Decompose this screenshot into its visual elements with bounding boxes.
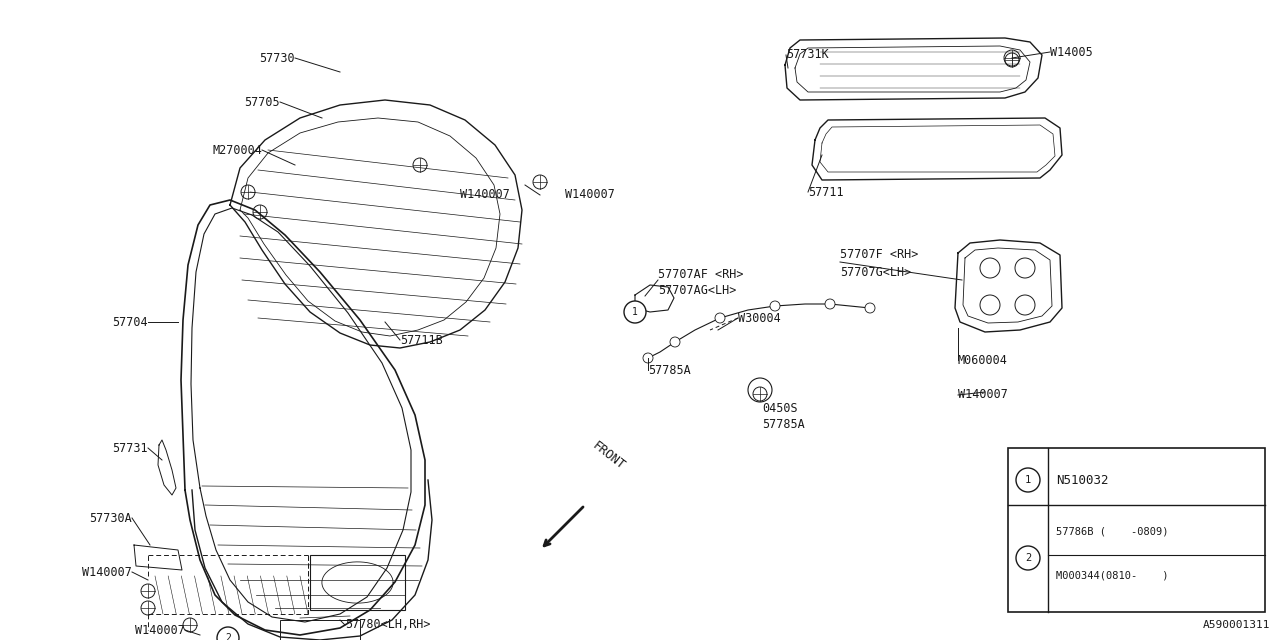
Text: W140007: W140007	[136, 623, 186, 637]
Text: 57785A: 57785A	[648, 364, 691, 376]
Text: 0450S: 0450S	[762, 401, 797, 415]
Text: 2: 2	[225, 633, 230, 640]
Circle shape	[625, 301, 646, 323]
Text: FRONT: FRONT	[590, 438, 627, 472]
Text: M060004: M060004	[957, 353, 1007, 367]
Circle shape	[1016, 468, 1039, 492]
Text: 57731K: 57731K	[786, 49, 828, 61]
Circle shape	[669, 337, 680, 347]
Text: 57707F <RH>: 57707F <RH>	[840, 248, 918, 262]
Circle shape	[865, 303, 876, 313]
Text: 57707AG<LH>: 57707AG<LH>	[658, 285, 736, 298]
Circle shape	[716, 313, 724, 323]
Text: W30004: W30004	[739, 312, 781, 324]
Text: 57786B (    -0809): 57786B ( -0809)	[1056, 527, 1169, 537]
Text: A590001311: A590001311	[1202, 620, 1270, 630]
Text: W14005: W14005	[1050, 45, 1093, 58]
Text: 57785A: 57785A	[762, 419, 805, 431]
Text: 57707G<LH>: 57707G<LH>	[840, 266, 911, 278]
Text: 57711: 57711	[808, 186, 844, 198]
Text: 57780<LH,RH>: 57780<LH,RH>	[346, 618, 430, 632]
Text: 1: 1	[1025, 475, 1032, 485]
Text: 57730: 57730	[260, 51, 294, 65]
Bar	[310, 555, 404, 610]
Circle shape	[1016, 546, 1039, 570]
Text: 57711B: 57711B	[399, 333, 443, 346]
Text: 57704: 57704	[113, 316, 148, 328]
Text: 57705: 57705	[244, 95, 280, 109]
Text: N510032: N510032	[1056, 474, 1108, 486]
Circle shape	[643, 353, 653, 363]
Bar	[1009, 448, 1265, 612]
Text: 57730A: 57730A	[90, 511, 132, 525]
Text: 57707AF <RH>: 57707AF <RH>	[658, 268, 744, 280]
Text: M000344(0810-    ): M000344(0810- )	[1056, 571, 1169, 581]
Text: W140007: W140007	[957, 388, 1007, 401]
Circle shape	[826, 299, 835, 309]
Text: W140007: W140007	[82, 566, 132, 579]
Text: W140007: W140007	[460, 189, 509, 202]
Circle shape	[218, 627, 239, 640]
Text: 1: 1	[632, 307, 637, 317]
Text: 57731: 57731	[113, 442, 148, 454]
Text: M270004: M270004	[212, 143, 262, 157]
Circle shape	[771, 301, 780, 311]
Text: W140007: W140007	[564, 189, 614, 202]
Text: 2: 2	[1025, 553, 1032, 563]
Bar	[280, 620, 360, 640]
